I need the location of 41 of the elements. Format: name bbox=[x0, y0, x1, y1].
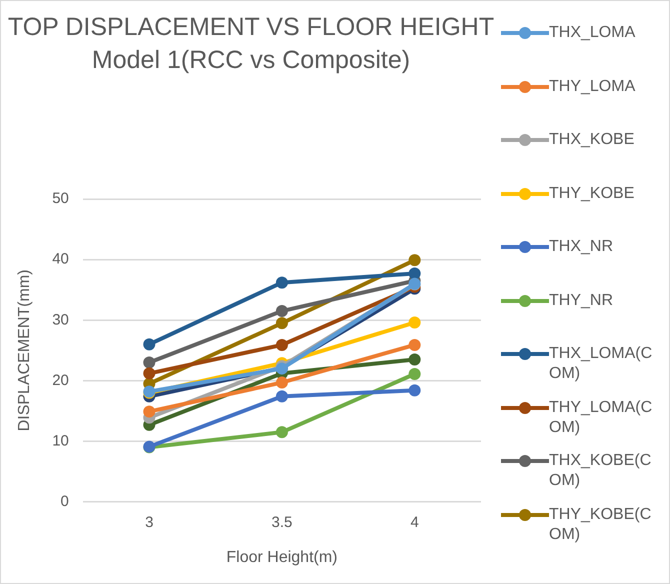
point bbox=[276, 305, 288, 318]
point bbox=[408, 353, 421, 366]
point bbox=[276, 426, 288, 438]
legend-label: THX_KOBE bbox=[549, 130, 636, 150]
chart-title: TOP DISPLACEMENT VS FLOOR HEIGHT bbox=[6, 12, 496, 43]
y-tick-label: 20 bbox=[52, 372, 69, 389]
point bbox=[408, 267, 421, 280]
x-tick-label: 3.5 bbox=[272, 514, 292, 531]
x-tick-label: 3 bbox=[145, 514, 154, 531]
x-axis-title: Floor Height(m) bbox=[226, 548, 338, 566]
point bbox=[408, 338, 421, 351]
legend-label: THX_LOMA bbox=[549, 23, 636, 43]
point bbox=[276, 276, 288, 289]
point bbox=[408, 384, 421, 396]
point bbox=[143, 338, 156, 350]
y-tick-label: 0 bbox=[60, 492, 69, 510]
point bbox=[276, 390, 288, 402]
legend-label: THX_KOBE(COM) bbox=[549, 451, 652, 491]
point bbox=[276, 338, 288, 351]
point bbox=[408, 254, 421, 266]
point bbox=[408, 316, 421, 329]
point bbox=[408, 368, 421, 380]
y-axis-title: DISPLACEMENT(mm) bbox=[16, 270, 34, 432]
chart-subtitle: Model 1(RCC vs Composite) bbox=[90, 45, 412, 76]
x-tick-label: 4 bbox=[410, 514, 419, 531]
legend-label: THX_LOMA(COM) bbox=[549, 344, 654, 384]
point bbox=[143, 356, 156, 369]
y-tick-label: 40 bbox=[52, 250, 69, 268]
point bbox=[143, 367, 156, 380]
legend-label: THY_LOMA bbox=[549, 76, 636, 96]
point bbox=[143, 406, 156, 418]
legend-label: THY_KOBE bbox=[549, 184, 636, 204]
legend-label: THY_KOBE(COM) bbox=[549, 504, 652, 544]
point bbox=[276, 376, 288, 388]
legend-label: THX_NR bbox=[549, 237, 614, 257]
y-tick-label: 50 bbox=[52, 190, 69, 208]
y-tick-label: 10 bbox=[52, 432, 69, 450]
legend-label: THY_NR bbox=[549, 290, 614, 310]
y-tick-label: 30 bbox=[52, 311, 69, 328]
legend-label: THY_LOMA(COM) bbox=[549, 398, 654, 438]
point bbox=[276, 317, 288, 330]
